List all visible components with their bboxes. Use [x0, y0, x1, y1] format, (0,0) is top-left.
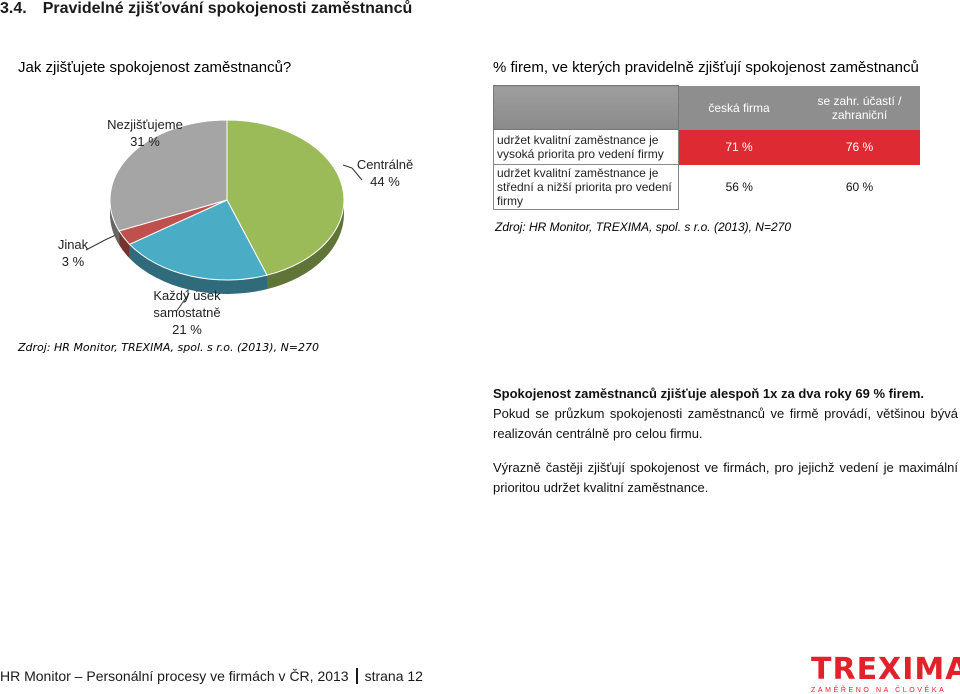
cell-foreign-high: 76 %: [799, 129, 920, 165]
logo-word: TREXIMA: [811, 652, 960, 687]
section-heading: 3.4. Pravidelné zjišťování spokojenosti z…: [0, 0, 412, 18]
cell-czech-high: 71 %: [678, 129, 800, 165]
table-header-blank: [493, 85, 679, 130]
pie-chart-title: Jak zjišťujete spokojenost zaměstnanců?: [18, 59, 292, 76]
row-label-high-priority: udržet kvalitní zaměstnance je vysoká pr…: [493, 129, 679, 165]
pie-label-nezjistujeme-value: 31 %: [130, 134, 160, 149]
logo-tagline: ZAMĚŘENO NA ČLOVĚKA: [811, 687, 947, 694]
pie-label-kazdy-usek: Každý úsek samostatně 21 %: [137, 287, 237, 338]
pie-leader-line: [342, 164, 353, 169]
footer-page-number: strana 12: [364, 668, 423, 684]
cell-czech-mid: 56 %: [725, 180, 753, 194]
section-title: Pravidelné zjišťování spokojenosti zaměs…: [42, 0, 413, 17]
row-label-mid-priority: udržet kvalitní zaměstnance je střední a…: [493, 164, 679, 210]
pie-label-jinak-name: Jinak: [57, 237, 89, 252]
table-source: Zdroj: HR Monitor, TREXIMA, spol. s r.o.…: [495, 220, 791, 234]
highlight-paragraph: Spokojenost zaměstnanců zjišťuje alespoň…: [493, 386, 925, 401]
footer-publication: HR Monitor – Personální procesy ve firmá…: [0, 668, 349, 684]
pie-chart: [85, 119, 363, 313]
pie-slice-centr-ln-: [226, 119, 345, 276]
page-footer: HR Monitor – Personální procesy ve firmá…: [0, 668, 423, 684]
pie-slice-nezji-ujeme: [109, 119, 228, 232]
pie-label-kazdy-usek-line2: samostatně: [153, 305, 221, 320]
pie-slice-side-centr-ln-: [267, 200, 344, 290]
pie-slices: [109, 119, 345, 281]
col-header-czech: česká firma: [678, 85, 800, 130]
paragraph-2: Výrazně častěji zjišťují spokojenost ve …: [493, 460, 958, 495]
paragraph-1: Pokud se průzkum spokojenosti zaměstnanc…: [493, 406, 958, 441]
section-number: 3.4.: [0, 0, 27, 17]
table-row: udržet kvalitní zaměstnance je střední a…: [493, 164, 920, 210]
table-header-row: česká firma se zahr. účastí / zahraniční: [493, 85, 920, 130]
col-header-foreign: se zahr. účastí / zahraniční: [799, 85, 920, 130]
pie-label-jinak: Jinak 3 %: [48, 236, 98, 270]
cell-foreign-mid: 60 %: [845, 180, 874, 194]
pie-leader-line: [85, 239, 106, 251]
pie-label-centralne: Centrálně 44 %: [345, 156, 425, 190]
pie-label-jinak-value: 3 %: [61, 254, 85, 269]
pie-label-centralne-value: 44 %: [370, 174, 400, 189]
pie-label-centralne-name: Centrálně: [356, 157, 414, 172]
pie-leader-line: [175, 294, 189, 313]
pie-label-nezjistujeme-name: Nezjišťujeme: [107, 117, 183, 132]
trexima-logo: TREXIMA ZAMĚŘENO NA ČLOVĚKA: [811, 652, 960, 694]
pie-label-kazdy-usek-value: 21 %: [172, 322, 202, 337]
table-title: % firem, ve kterých pravidelně zjišťují …: [493, 59, 919, 76]
pie-source: Zdroj: HR Monitor, TREXIMA, spol. s r.o.…: [18, 341, 320, 354]
pie-slice-side-ka-d-sek-samostatn-: [129, 244, 268, 294]
pie-slice-ka-d-sek-samostatn-: [128, 199, 268, 281]
pie-label-nezjistujeme: Nezjišťujeme 31 %: [70, 116, 220, 150]
satisfaction-table: česká firma se zahr. účastí / zahraniční…: [493, 85, 920, 210]
pie-leader-line: [351, 167, 363, 181]
table-row: udržet kvalitní zaměstnance je vysoká pr…: [493, 129, 920, 165]
pie-label-kazdy-usek-line1: Každý úsek: [153, 288, 221, 303]
footer-separator: [355, 668, 358, 684]
pie-slice-side-jinak: [119, 230, 130, 259]
